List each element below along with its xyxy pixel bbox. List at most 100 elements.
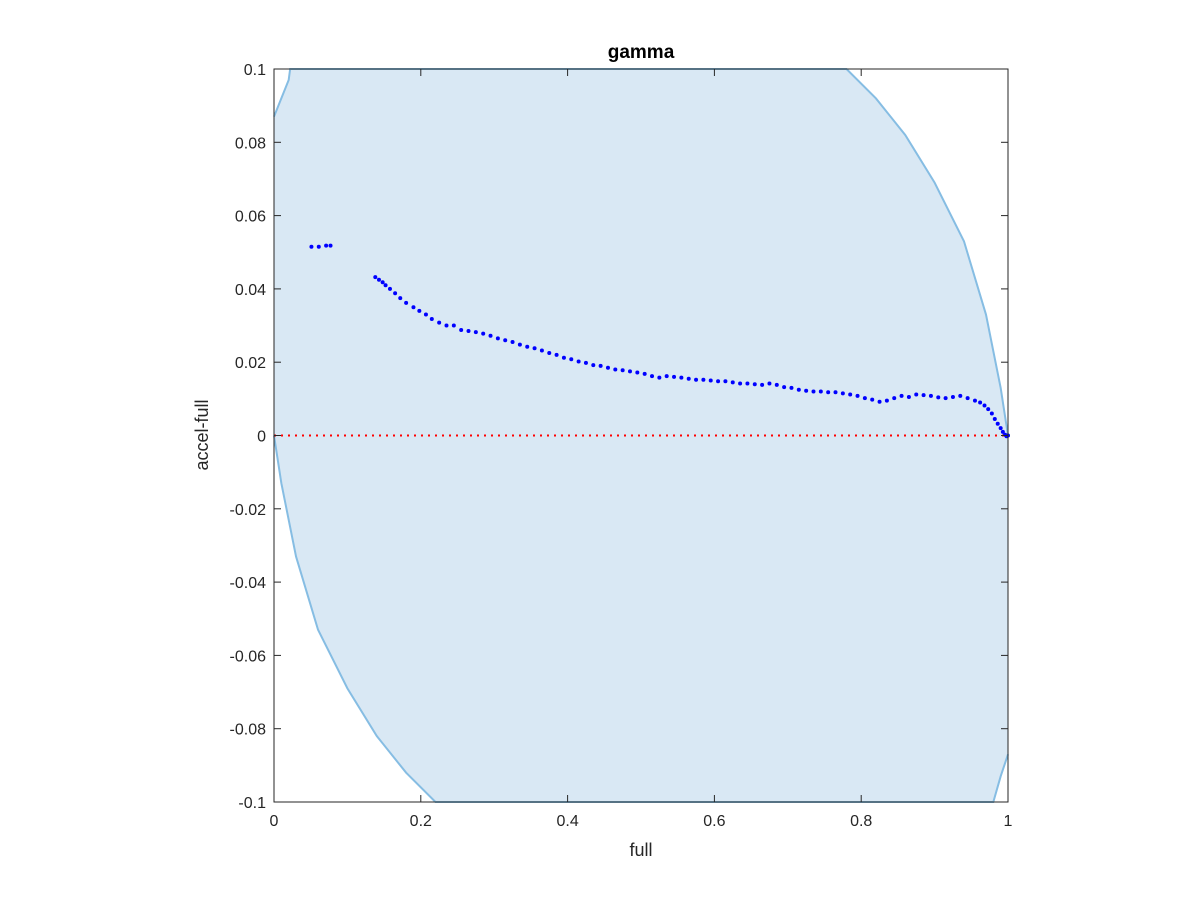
data-point <box>517 342 522 347</box>
data-point <box>998 426 1003 431</box>
data-point <box>694 377 699 382</box>
data-point <box>826 390 831 395</box>
data-point <box>877 399 882 404</box>
data-point <box>376 277 381 282</box>
data-point <box>404 300 409 305</box>
y-tick-label: -0.06 <box>230 648 267 665</box>
data-point <box>473 330 478 335</box>
data-point <box>576 359 581 364</box>
data-point <box>398 296 403 301</box>
data-point <box>466 329 471 334</box>
data-point <box>591 363 596 368</box>
data-point <box>708 378 713 383</box>
data-point <box>417 308 422 313</box>
data-point <box>833 390 838 395</box>
data-point <box>723 379 728 384</box>
data-point <box>992 417 997 422</box>
data-point <box>738 381 743 386</box>
data-point <box>928 393 933 398</box>
data-point <box>598 363 603 368</box>
data-point <box>547 351 552 356</box>
data-point <box>503 338 508 343</box>
data-point <box>774 382 779 387</box>
y-tick-label: 0.08 <box>235 135 266 152</box>
data-point <box>583 360 588 365</box>
y-tick-label: 0.06 <box>235 209 266 226</box>
data-point <box>818 389 823 394</box>
data-point <box>965 396 970 401</box>
data-point <box>855 393 860 398</box>
data-point <box>510 340 515 345</box>
y-tick-label: 0 <box>257 429 266 446</box>
data-point <box>380 280 385 285</box>
data-point <box>532 346 537 351</box>
data-point <box>437 320 442 325</box>
y-tick-label: 0.02 <box>235 355 266 372</box>
data-point <box>789 385 794 390</box>
data-point <box>745 381 750 386</box>
data-point <box>411 305 416 310</box>
data-point <box>650 374 655 379</box>
data-point <box>782 385 787 390</box>
data-point <box>620 368 625 373</box>
data-point <box>936 395 941 400</box>
data-point <box>701 377 706 382</box>
data-point <box>752 382 757 387</box>
y-tick-label: -0.04 <box>230 575 267 592</box>
data-point <box>679 375 684 380</box>
data-point <box>525 344 530 349</box>
data-point <box>635 370 640 375</box>
y-tick-label: 0.04 <box>235 282 266 299</box>
data-point <box>760 382 765 387</box>
y-axis-ticks: -0.1 -0.08 -0.06 -0.04 -0.02 0 0.02 0.04 0.06 0.0… <box>230 62 1008 812</box>
data-point <box>627 369 632 374</box>
data-point <box>328 243 333 248</box>
data-point <box>914 392 919 397</box>
data-point <box>459 327 464 332</box>
data-point <box>373 275 378 280</box>
band-fill <box>274 69 1008 802</box>
data-point <box>972 398 977 403</box>
x-axis-ticks: 0 0.2 0.4 0.6 0.8 1 <box>270 69 1013 830</box>
data-point <box>884 398 889 403</box>
data-point <box>767 381 772 386</box>
data-point <box>899 393 904 398</box>
data-point <box>387 286 392 291</box>
data-point <box>840 391 845 396</box>
data-point <box>906 395 911 400</box>
y-tick-label: 0.1 <box>244 62 266 79</box>
data-point <box>539 348 544 353</box>
y-tick-label: -0.02 <box>230 502 267 519</box>
data-point <box>811 389 816 394</box>
data-point <box>950 395 955 400</box>
data-point <box>664 374 669 379</box>
data-point <box>642 371 647 376</box>
data-point <box>423 312 428 317</box>
data-point <box>383 283 388 288</box>
data-point <box>569 357 574 362</box>
data-point <box>986 407 991 412</box>
data-point <box>989 411 994 416</box>
data-point <box>605 365 610 370</box>
band-upper-edge <box>273 68 1009 436</box>
data-point <box>892 396 897 401</box>
data-point <box>995 421 1000 426</box>
x-tick-label: 0.2 <box>410 813 432 830</box>
data-point <box>429 316 434 321</box>
data-point <box>324 243 329 248</box>
data-point <box>982 403 987 408</box>
data-point <box>958 393 963 398</box>
y-tick-label: -0.08 <box>230 722 267 739</box>
data-points <box>309 243 1010 439</box>
data-point <box>796 387 801 392</box>
data-point <box>613 367 618 372</box>
data-point <box>316 244 321 249</box>
data-point <box>730 380 735 385</box>
y-axis-label: accel-full <box>192 399 212 470</box>
data-point <box>495 336 500 341</box>
data-point <box>561 355 566 360</box>
x-tick-label: 0 <box>270 813 279 830</box>
data-point <box>804 388 809 393</box>
x-tick-label: 0.8 <box>850 813 872 830</box>
